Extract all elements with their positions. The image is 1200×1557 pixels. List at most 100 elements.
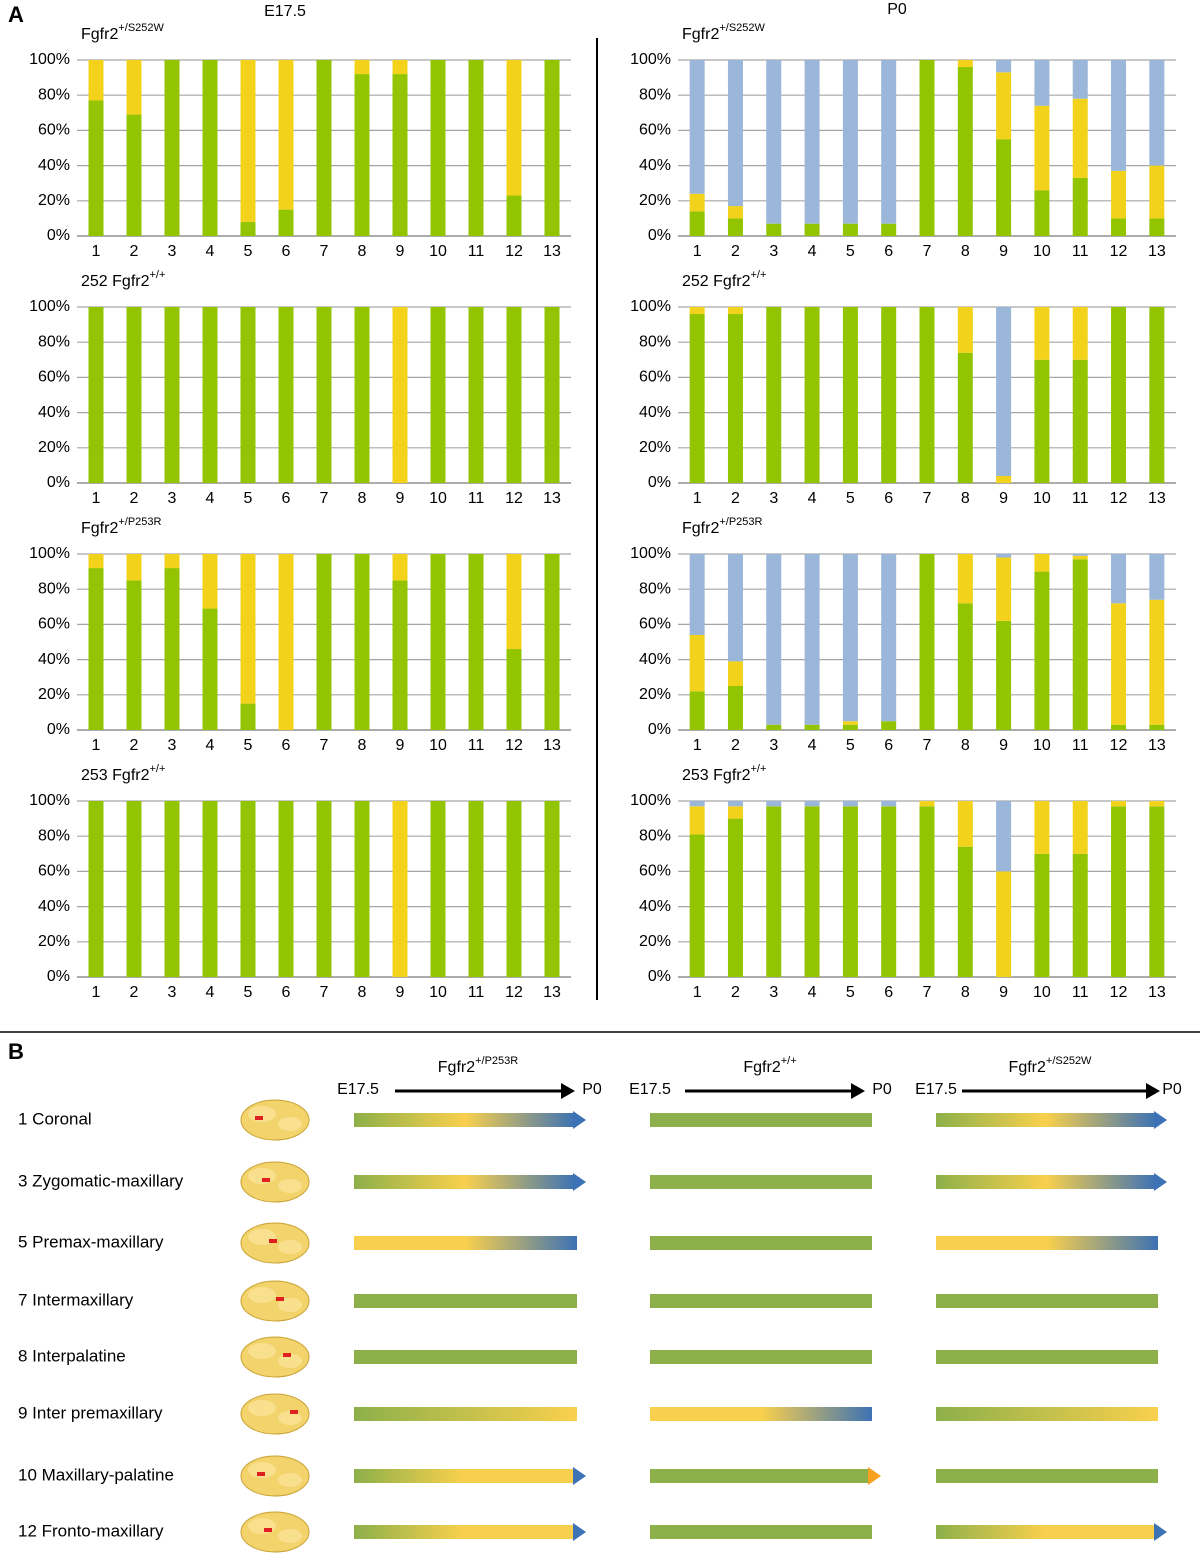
y-tick-label: 40% bbox=[38, 651, 70, 668]
bar-segment bbox=[164, 60, 180, 236]
bar-segment bbox=[881, 60, 897, 224]
suture-mark bbox=[255, 1116, 263, 1120]
bar-segment bbox=[430, 801, 446, 977]
y-tick-label: 100% bbox=[29, 51, 70, 68]
bar-segment bbox=[957, 60, 973, 68]
bar-segment bbox=[544, 307, 560, 483]
y-tick-label: 80% bbox=[639, 333, 671, 350]
y-tick-label: 20% bbox=[38, 439, 70, 456]
column-header: P0 bbox=[887, 1, 907, 18]
x-tick-label: 5 bbox=[846, 490, 855, 507]
transition-bar bbox=[650, 1525, 872, 1539]
x-tick-label: 1 bbox=[693, 984, 702, 1001]
x-tick-label: 5 bbox=[846, 737, 855, 754]
transition-arrow bbox=[573, 1111, 586, 1129]
x-tick-label: 13 bbox=[1148, 490, 1166, 507]
bar-segment bbox=[1111, 806, 1127, 977]
skull-icon bbox=[278, 1117, 302, 1131]
bar-segment bbox=[88, 568, 104, 730]
bar-segment bbox=[1111, 60, 1127, 171]
row-label: 7 Intermaxillary bbox=[18, 1290, 134, 1309]
x-tick-label: 5 bbox=[244, 737, 253, 754]
bar-segment bbox=[842, 806, 858, 977]
x-tick-label: 10 bbox=[429, 490, 447, 507]
y-tick-label: 20% bbox=[639, 439, 671, 456]
bar-segment bbox=[1072, 559, 1088, 730]
x-tick-label: 1 bbox=[693, 737, 702, 754]
x-tick-label: 3 bbox=[168, 984, 177, 1001]
x-tick-label: 6 bbox=[282, 737, 291, 754]
bar-segment bbox=[957, 801, 973, 847]
bar-segment bbox=[88, 307, 104, 483]
bar-segment bbox=[506, 60, 522, 196]
bar-segment bbox=[544, 554, 560, 730]
column-label-base: Fgfr2 bbox=[438, 1059, 475, 1076]
y-tick-label: 20% bbox=[38, 686, 70, 703]
bar-segment bbox=[1149, 218, 1165, 236]
chart-title-sup: +/P253R bbox=[118, 516, 161, 528]
x-tick-label: 3 bbox=[769, 490, 778, 507]
bar-segment bbox=[278, 307, 294, 483]
x-tick-label: 11 bbox=[1072, 490, 1089, 507]
transition-bar bbox=[354, 1350, 577, 1364]
bar-segment bbox=[727, 60, 743, 207]
x-tick-label: 6 bbox=[282, 490, 291, 507]
bar-segment bbox=[996, 60, 1012, 73]
x-tick-label: 6 bbox=[282, 984, 291, 1001]
x-tick-label: 9 bbox=[396, 243, 405, 260]
bar-segment bbox=[689, 691, 705, 730]
bar-segment bbox=[164, 307, 180, 483]
bar-segment bbox=[1072, 801, 1088, 854]
bar-segment bbox=[544, 60, 560, 236]
skull-icon bbox=[278, 1529, 302, 1543]
x-tick-label: 6 bbox=[884, 737, 893, 754]
chart-title-sup: +/+ bbox=[149, 763, 165, 775]
bar-segment bbox=[468, 554, 484, 730]
bar-segment bbox=[202, 801, 218, 977]
bar-segment bbox=[689, 193, 705, 212]
bar-segment bbox=[1072, 853, 1088, 977]
x-tick-label: 13 bbox=[543, 490, 561, 507]
timepoint-label: P0 bbox=[872, 1081, 892, 1098]
x-tick-label: 7 bbox=[923, 984, 932, 1001]
x-tick-label: 11 bbox=[468, 737, 485, 754]
bar-segment bbox=[957, 307, 973, 353]
bar-segment bbox=[727, 661, 743, 686]
chart-title: Fgfr2+/S252W bbox=[682, 22, 766, 43]
bar-segment bbox=[430, 554, 446, 730]
bar-segment bbox=[126, 554, 142, 581]
x-tick-label: 12 bbox=[1110, 737, 1128, 754]
x-tick-label: 7 bbox=[923, 737, 932, 754]
x-tick-label: 12 bbox=[1110, 243, 1128, 260]
suture-mark bbox=[283, 1353, 291, 1357]
x-tick-label: 4 bbox=[808, 984, 817, 1001]
bar-segment bbox=[126, 114, 142, 236]
bar-segment bbox=[957, 846, 973, 977]
x-tick-label: 11 bbox=[468, 984, 485, 1001]
y-tick-label: 20% bbox=[639, 933, 671, 950]
y-tick-label: 40% bbox=[38, 898, 70, 915]
x-tick-label: 9 bbox=[396, 984, 405, 1001]
x-tick-label: 9 bbox=[999, 490, 1008, 507]
x-tick-label: 7 bbox=[320, 737, 329, 754]
x-tick-label: 10 bbox=[429, 737, 447, 754]
chart-title: 252 Fgfr2+/+ bbox=[682, 269, 766, 290]
bar-segment bbox=[842, 554, 858, 722]
bar-segment bbox=[727, 806, 743, 819]
bar-segment bbox=[842, 724, 858, 730]
chart-title-sup: +/S252W bbox=[118, 22, 164, 34]
bar-segment bbox=[1149, 60, 1165, 166]
bar-segment bbox=[506, 554, 522, 650]
skull-icon bbox=[248, 1462, 276, 1478]
panel-label: B bbox=[8, 1039, 24, 1064]
chart-title-base: 252 Fgfr2 bbox=[81, 273, 150, 290]
bar-segment bbox=[240, 801, 256, 977]
chart-title-base: 253 Fgfr2 bbox=[682, 767, 751, 784]
bar-segment bbox=[354, 554, 370, 730]
bar-segment bbox=[202, 554, 218, 609]
x-tick-label: 13 bbox=[543, 737, 561, 754]
x-tick-label: 3 bbox=[168, 243, 177, 260]
bar-segment bbox=[164, 568, 180, 730]
x-tick-label: 10 bbox=[1033, 243, 1051, 260]
bar-segment bbox=[164, 801, 180, 977]
